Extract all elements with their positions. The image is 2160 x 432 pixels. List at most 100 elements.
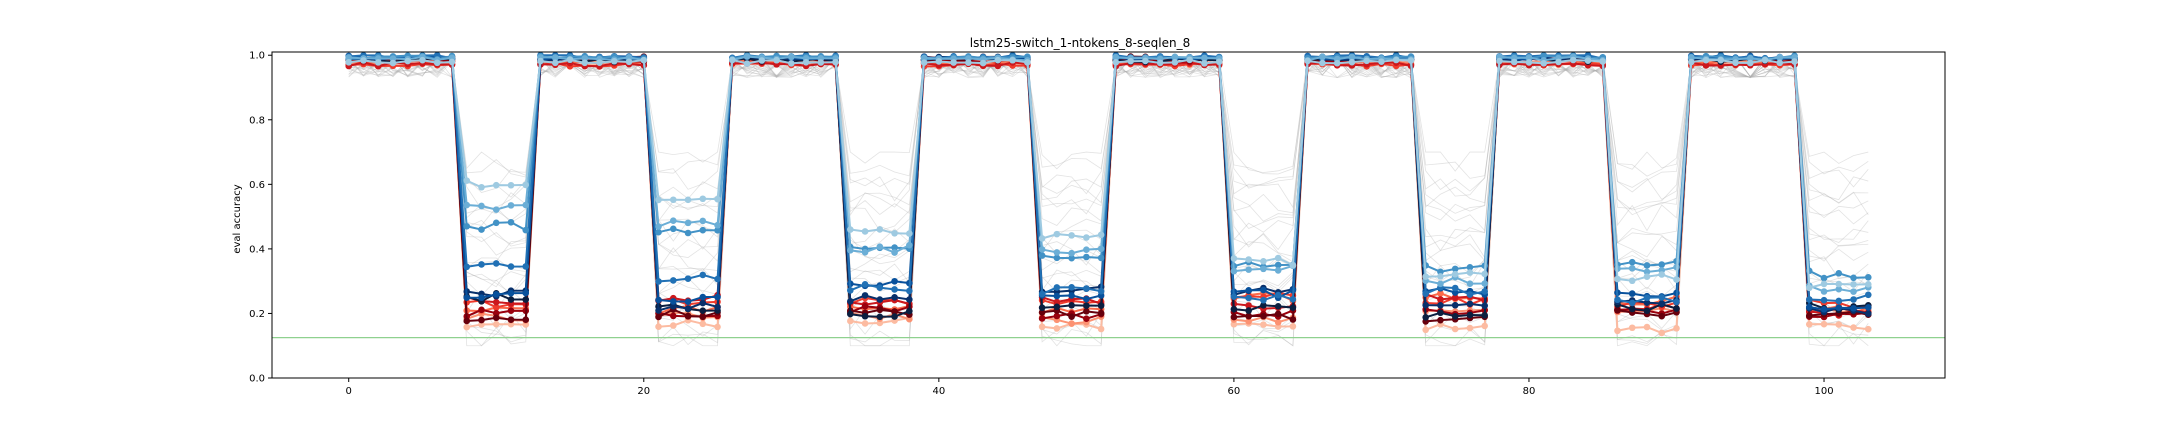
series-point xyxy=(1850,304,1857,312)
series-point xyxy=(891,249,898,256)
series-point xyxy=(876,313,884,321)
series-point xyxy=(655,278,662,285)
series-point xyxy=(1820,280,1828,288)
series-point xyxy=(522,263,530,270)
series-point xyxy=(1024,59,1031,66)
series-point xyxy=(1702,56,1710,64)
series-point xyxy=(891,308,898,315)
series-point xyxy=(891,286,898,293)
series-point xyxy=(1289,261,1297,269)
series-point xyxy=(1805,321,1813,328)
series-point xyxy=(1260,286,1267,294)
series-point xyxy=(1850,274,1857,282)
series-point xyxy=(714,221,721,229)
series-point xyxy=(478,306,485,314)
series-point xyxy=(1628,277,1636,285)
series-point xyxy=(1864,304,1872,311)
series-point xyxy=(1643,307,1651,315)
series-point xyxy=(1171,53,1179,61)
series-point xyxy=(1510,58,1518,66)
x-tick-label: 60 xyxy=(1228,386,1241,397)
series-point xyxy=(1068,249,1075,257)
series-point xyxy=(1437,280,1444,288)
series-point xyxy=(729,56,736,64)
series-point xyxy=(1083,295,1090,303)
series-point xyxy=(1437,302,1444,309)
series-point xyxy=(802,59,810,66)
series-point xyxy=(1068,302,1075,309)
series-point xyxy=(1805,312,1813,319)
series-point xyxy=(1422,273,1429,280)
series-point xyxy=(1289,304,1297,311)
series-point xyxy=(1274,303,1282,310)
series-point xyxy=(625,54,633,61)
series-point xyxy=(1097,254,1105,262)
series-point xyxy=(522,201,530,209)
series-point xyxy=(1038,309,1046,316)
series-point xyxy=(876,284,884,291)
series-point xyxy=(1717,56,1725,64)
series-point xyxy=(669,196,677,204)
series-point xyxy=(1260,301,1267,309)
series-point xyxy=(1068,232,1075,239)
series-point xyxy=(1348,53,1356,61)
series-point xyxy=(522,181,530,189)
series-point xyxy=(669,312,677,320)
series-point xyxy=(1761,56,1769,64)
series-point xyxy=(1274,318,1282,326)
series-point xyxy=(1274,291,1282,299)
series-point xyxy=(507,181,515,189)
y-tick-label: 0.8 xyxy=(249,115,265,126)
series-point xyxy=(1083,302,1090,309)
series-point xyxy=(1643,299,1651,306)
x-tick-label: 100 xyxy=(1814,386,1833,397)
series-point xyxy=(1230,305,1238,313)
series-point xyxy=(1319,59,1326,67)
series-point xyxy=(1245,302,1252,309)
series-point xyxy=(758,57,766,64)
series-point xyxy=(1614,275,1621,283)
series-point xyxy=(507,289,515,297)
series-point xyxy=(699,320,707,328)
series-point xyxy=(1422,314,1429,321)
series-point xyxy=(1274,310,1282,318)
series-point xyxy=(360,57,367,64)
series-point xyxy=(492,309,500,317)
series-point xyxy=(655,228,662,236)
series-point xyxy=(1053,249,1061,256)
series-point xyxy=(478,202,485,210)
series-point xyxy=(1864,310,1872,317)
series-point xyxy=(1628,299,1636,307)
series-point xyxy=(788,53,795,61)
series-point xyxy=(1614,327,1621,335)
series-point xyxy=(1407,57,1415,64)
series-point xyxy=(1097,287,1105,295)
series-point xyxy=(1496,57,1503,65)
series-point xyxy=(743,53,751,60)
series-point xyxy=(1628,324,1636,332)
series-point xyxy=(743,60,751,67)
series-point xyxy=(1451,294,1459,302)
series-point xyxy=(1643,262,1651,269)
x-tick-label: 0 xyxy=(346,386,352,397)
series-point xyxy=(1805,303,1813,311)
series-point xyxy=(1083,253,1090,261)
series-point xyxy=(463,201,471,209)
series-point xyxy=(891,313,898,320)
series-point xyxy=(655,313,662,321)
series-point xyxy=(1068,292,1075,299)
series-point xyxy=(684,298,692,305)
series-point xyxy=(847,247,854,254)
chart-title: lstm25-switch_1-ntokens_8-seqlen_8 xyxy=(970,36,1190,50)
series-point xyxy=(1083,285,1090,292)
series-point xyxy=(345,58,353,66)
series-point xyxy=(1053,292,1061,300)
series-point xyxy=(1437,316,1444,324)
series-point xyxy=(699,195,707,203)
series-point xyxy=(1245,266,1252,273)
series-point xyxy=(581,59,589,67)
series-point xyxy=(1658,329,1666,337)
series-point xyxy=(492,314,500,322)
series-point xyxy=(1835,280,1843,288)
series-point xyxy=(1658,300,1666,307)
